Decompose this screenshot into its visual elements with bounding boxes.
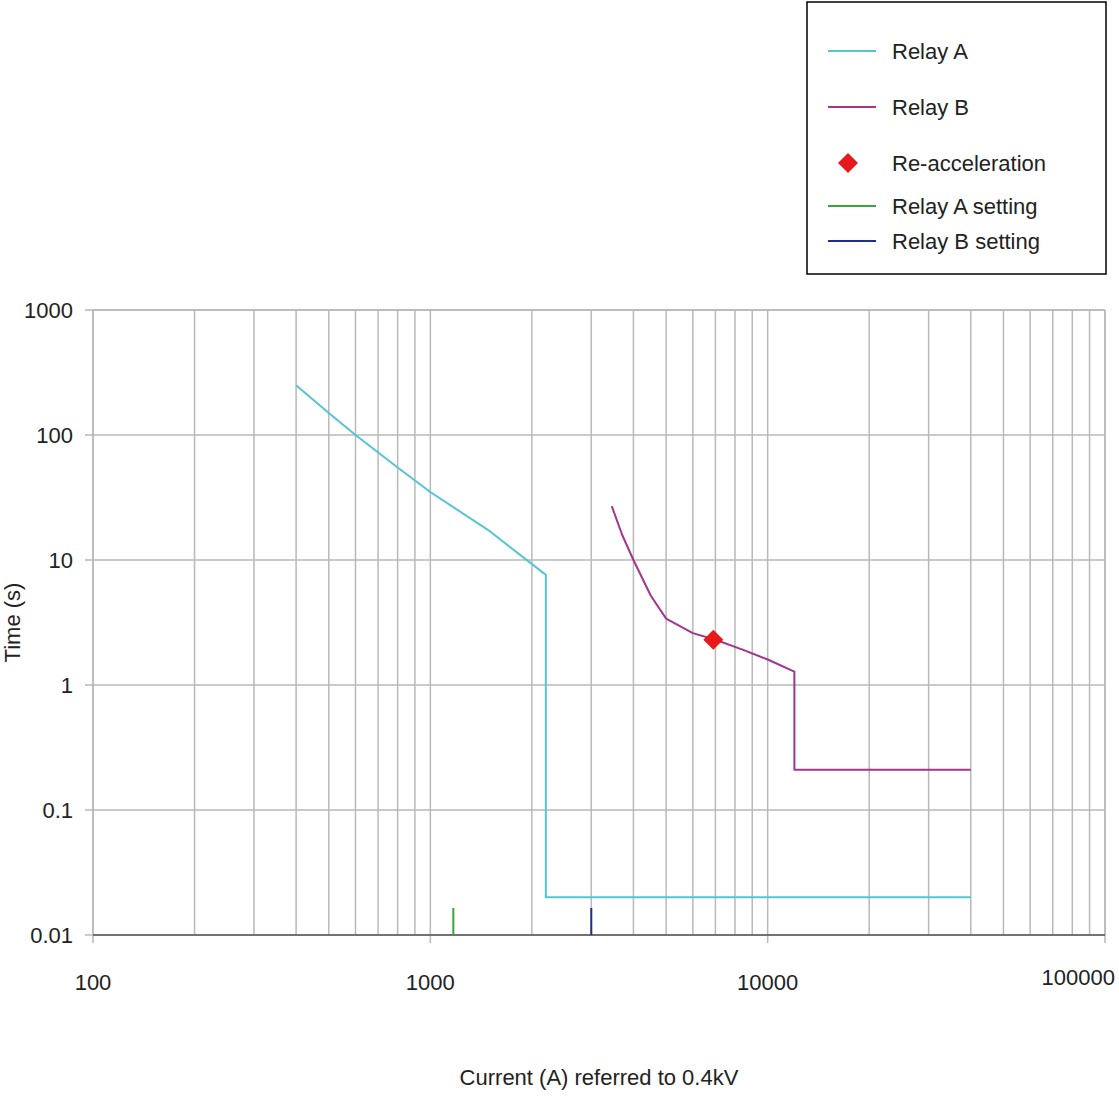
background bbox=[0, 0, 1119, 1108]
y-grid-line bbox=[93, 934, 1105, 936]
x-tick bbox=[767, 935, 769, 943]
setting-line bbox=[452, 908, 454, 935]
minor-grid-line bbox=[665, 310, 667, 935]
legend-line bbox=[828, 240, 876, 242]
chart: 100 1000 10000 100000 0.01 0.1 1 10 100 1000 Curre… bbox=[0, 0, 1119, 1108]
x-grid-line bbox=[430, 310, 432, 935]
minor-grid-line bbox=[692, 310, 694, 935]
legend-marker bbox=[838, 153, 858, 173]
legend-label: Re-acceleration bbox=[892, 151, 1046, 176]
minor-grid-line bbox=[1089, 310, 1091, 935]
minor-grid-line bbox=[591, 310, 593, 935]
series-line bbox=[612, 506, 971, 770]
x-grid-line bbox=[1104, 310, 1106, 935]
y-tick bbox=[85, 559, 93, 561]
minor-grid-line bbox=[355, 310, 357, 935]
y-tick bbox=[85, 809, 93, 811]
y-tick-label: 0.01 bbox=[30, 923, 73, 948]
y-tick bbox=[85, 934, 93, 936]
axis-line bbox=[92, 310, 94, 935]
x-tick bbox=[1104, 935, 1106, 943]
legend-label: Relay A setting bbox=[892, 194, 1038, 219]
legend: Relay A Relay B Re-acceleration Relay A set… bbox=[807, 2, 1106, 274]
minor-grid-line bbox=[751, 310, 753, 935]
minor-grid-line bbox=[970, 310, 972, 935]
x-tick-label: 100000 bbox=[1042, 965, 1115, 990]
legend-line bbox=[828, 205, 876, 207]
y-tick bbox=[85, 684, 93, 686]
scatter-point bbox=[703, 630, 723, 650]
setting-line bbox=[590, 908, 592, 935]
minor-grid-line bbox=[531, 310, 533, 935]
y-grid-line bbox=[93, 684, 1105, 686]
minor-grid-line bbox=[253, 310, 255, 935]
y-grid-line bbox=[93, 309, 1105, 311]
x-axis-label: Current (A) referred to 0.4kV bbox=[460, 1065, 739, 1090]
minor-grid-line bbox=[1003, 310, 1005, 935]
x-tick bbox=[92, 935, 94, 943]
y-axis-label: Time (s) bbox=[0, 583, 25, 663]
y-tick-label: 0.1 bbox=[42, 798, 73, 823]
y-tick-label: 1000 bbox=[24, 298, 73, 323]
x-grid-line bbox=[92, 310, 94, 935]
y-grid-line bbox=[93, 434, 1105, 436]
minor-grid-line bbox=[328, 310, 330, 935]
minor-grid-line bbox=[868, 310, 870, 935]
minor-grid-line bbox=[715, 310, 717, 935]
y-grid-line bbox=[93, 809, 1105, 811]
legend-line bbox=[828, 50, 876, 52]
y-tick-label: 10 bbox=[49, 548, 73, 573]
legend-label: Relay A bbox=[892, 39, 968, 64]
x-tick-label: 1000 bbox=[406, 970, 455, 995]
minor-grid-line bbox=[734, 310, 736, 935]
x-tick-label: 10000 bbox=[737, 970, 798, 995]
y-tick bbox=[85, 434, 93, 436]
minor-grid-line bbox=[1029, 310, 1031, 935]
x-tick bbox=[430, 935, 432, 943]
minor-grid-line bbox=[194, 310, 196, 935]
x-tick-label: 100 bbox=[75, 970, 112, 995]
minor-grid-line bbox=[633, 310, 635, 935]
legend-label: Relay B setting bbox=[892, 229, 1040, 254]
axis-line bbox=[1104, 310, 1106, 935]
minor-grid-line bbox=[1072, 310, 1074, 935]
legend-line bbox=[828, 106, 876, 108]
grid bbox=[85, 310, 1105, 943]
axis-line bbox=[93, 934, 1105, 936]
minor-grid-line bbox=[377, 310, 379, 935]
series-line bbox=[296, 385, 971, 897]
legend-label: Relay B bbox=[892, 95, 969, 120]
axis-line bbox=[93, 309, 1105, 311]
legend-box bbox=[807, 2, 1106, 274]
minor-grid-line bbox=[928, 310, 930, 935]
y-tick bbox=[85, 309, 93, 311]
minor-grid-line bbox=[1052, 310, 1054, 935]
minor-grid-line bbox=[295, 310, 297, 935]
minor-grid-line bbox=[414, 310, 416, 935]
x-grid-line bbox=[767, 310, 769, 935]
y-tick-label: 100 bbox=[36, 423, 73, 448]
y-tick-label: 1 bbox=[61, 673, 73, 698]
plot-area bbox=[296, 385, 971, 935]
y-grid-line bbox=[93, 559, 1105, 561]
minor-grid-line bbox=[397, 310, 399, 935]
